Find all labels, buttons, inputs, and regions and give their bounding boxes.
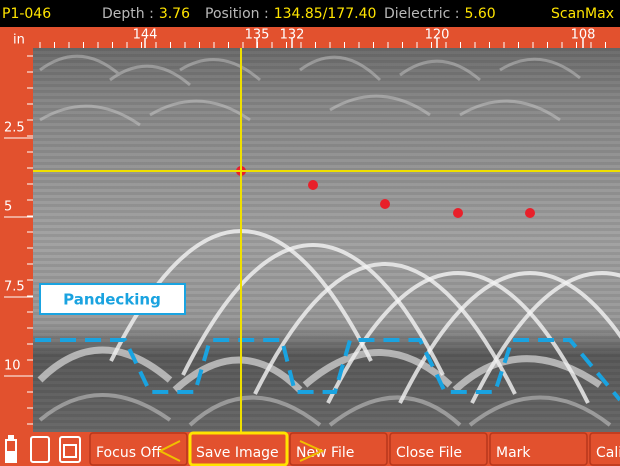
position-label: Position : [205,6,269,22]
toolbar-button[interactable] [188,431,289,466]
annotation-box [39,283,186,315]
hyperbola [181,243,445,376]
target-dots [236,166,535,218]
ruler-label: 2.5 [4,121,25,136]
toggle-icon [157,440,181,462]
ruler-label: 10 [4,359,21,374]
toolbar-button[interactable] [89,432,188,466]
toolbar-button-label[interactable]: Cali [596,445,620,461]
ruler-label: 135 [245,28,270,43]
toggle-icon [299,440,325,462]
toolbar-button-label[interactable]: Save Image [196,445,279,461]
left-ruler: 2.5 5 7.5 10 [4,55,33,425]
ruler-label: 132 [280,28,305,43]
toolbar-button-label[interactable]: Focus Off [96,445,161,461]
ruler-label: 7.5 [4,280,25,295]
top-ruler: 144 135 132 120 108 [39,28,606,48]
ruler-label: 5 [4,200,12,215]
scan-image [33,48,620,432]
dielectric-value: 5.60 [464,6,495,22]
toolbar-button[interactable] [489,432,588,466]
file-name: P1-046 [2,6,51,22]
depth: Depth : 3.76 [102,6,190,22]
rebar-outline [35,338,620,402]
toolbar-button[interactable] [289,432,388,466]
toolbar-button[interactable] [589,432,620,466]
annotation: Pandecking [63,291,161,309]
toolbar-icons [5,435,81,463]
dielectric: Dielectric : 5.60 [384,6,496,22]
depth-value: 3.76 [159,6,190,22]
toolbar-button[interactable] [389,432,488,466]
ruler-label: 144 [133,28,158,43]
toolbar-button-label[interactable]: Mark [496,445,531,461]
hyperbola [470,271,620,404]
toolbar-button-label[interactable]: Close File [396,445,462,461]
toolbar: Focus Off Save Image New File Close File Mar… [89,431,620,466]
hyperbola [253,262,517,395]
position: Position : 134.85/177.40 [205,6,376,22]
position-value: 134.85/177.40 [274,6,377,22]
hyperbola [398,271,620,404]
ruler-label: 108 [571,28,596,43]
dielectric-label: Dielectric : [384,6,459,22]
status-bar [0,0,620,27]
ruler-unit: in [13,33,25,48]
mode: ScanMax [551,6,614,22]
ruler-label: 120 [425,28,450,43]
depth-label: Depth : [102,6,154,22]
